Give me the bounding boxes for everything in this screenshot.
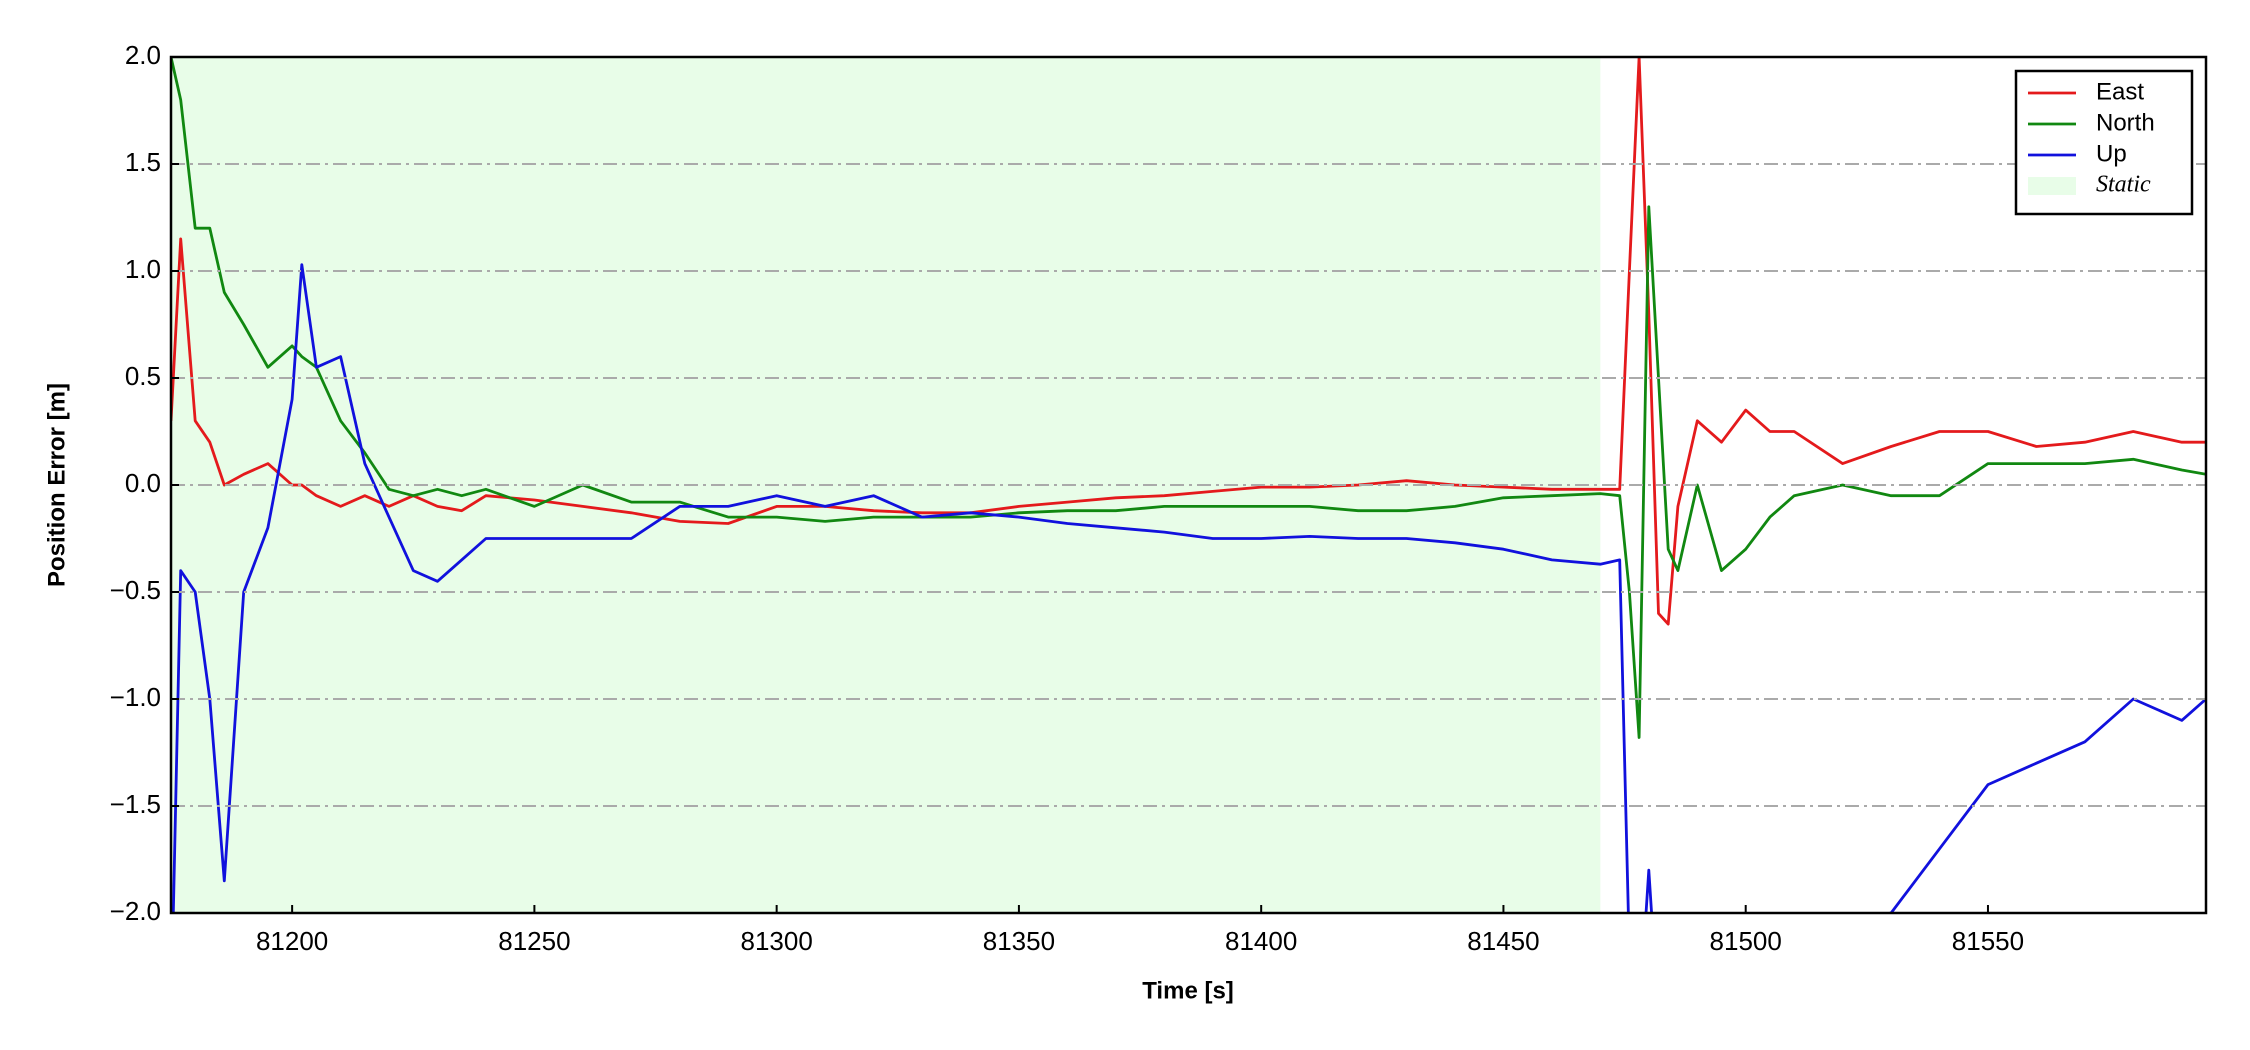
x-tick-label: 81400 — [1225, 926, 1297, 956]
y-axis-label: Position Error [m] — [43, 383, 70, 587]
legend-label: North — [2096, 109, 2155, 136]
y-tick-label: −0.5 — [110, 575, 161, 605]
line-0 — [171, 57, 2206, 626]
y-tick-label: −1.0 — [110, 682, 161, 712]
x-tick-label: 81500 — [1710, 926, 1782, 956]
legend-label: Up — [2096, 140, 2127, 167]
x-tick-label: 81250 — [498, 926, 570, 956]
legend-label: East — [2096, 78, 2144, 105]
x-tick-label: 81550 — [1952, 926, 2024, 956]
legend-label: Static — [2096, 172, 2151, 198]
line-1 — [171, 57, 2206, 739]
line-2 — [171, 263, 2206, 913]
y-tick-label: 2.0 — [125, 40, 161, 70]
x-tick-label: 81350 — [983, 926, 1055, 956]
x-tick-label: 81450 — [1467, 926, 1539, 956]
x-axis-label: Time [s] — [1142, 977, 1234, 1004]
y-tick-label: 1.5 — [125, 147, 161, 177]
y-tick-label: 0.0 — [125, 468, 161, 498]
y-tick-label: 1.0 — [125, 254, 161, 284]
y-tick-label: −1.5 — [110, 789, 161, 819]
legend-box — [2014, 69, 2194, 216]
x-tick-label: 81300 — [740, 926, 812, 956]
plot-frame — [169, 55, 2208, 915]
plot-area — [171, 57, 2206, 913]
x-tick-label: 81200 — [256, 926, 328, 956]
y-tick-label: −2.0 — [110, 896, 161, 926]
y-tick-label: 0.5 — [125, 361, 161, 391]
legend-swatch — [2028, 177, 2076, 195]
